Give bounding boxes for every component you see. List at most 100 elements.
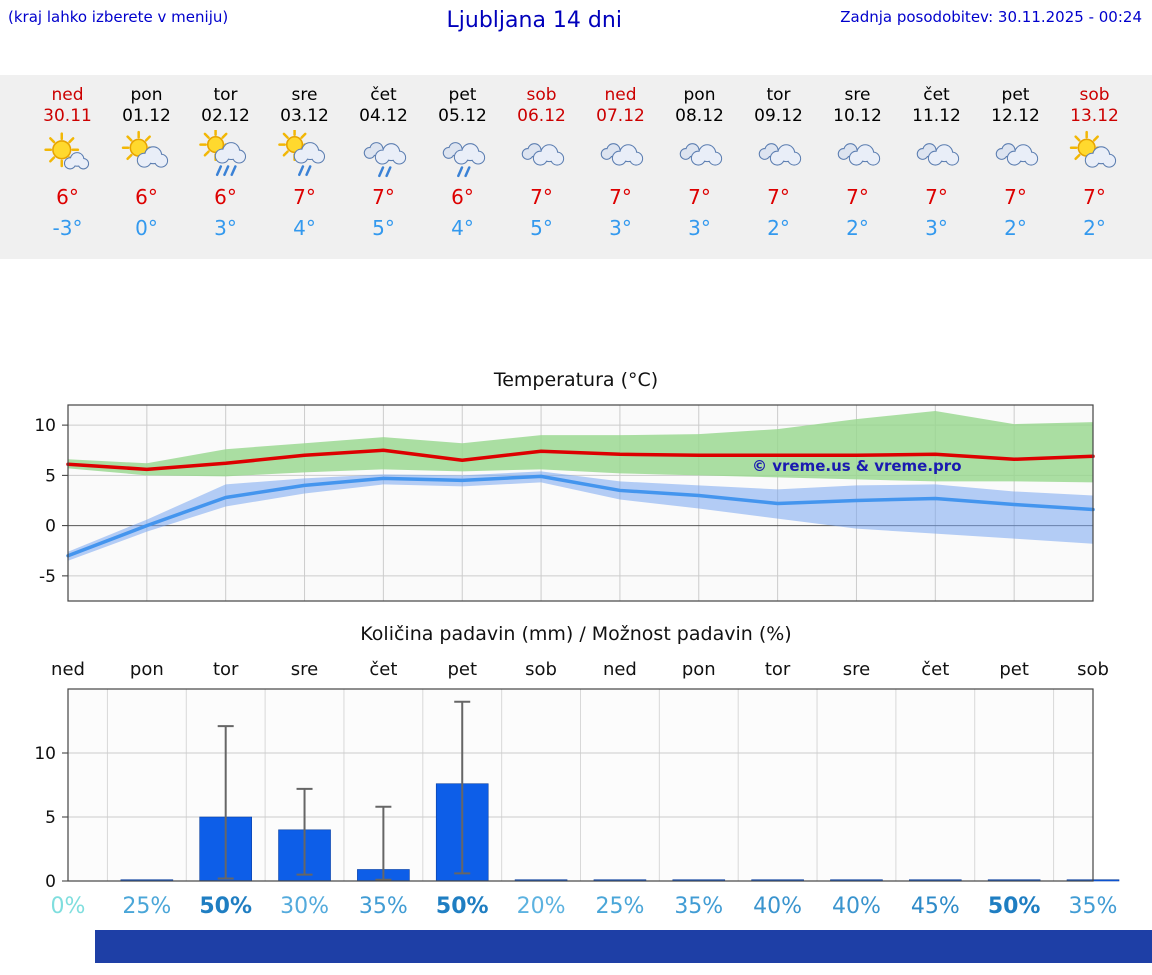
weather-icon-rain xyxy=(363,142,406,178)
page-title: Ljubljana 14 dni xyxy=(446,8,622,33)
day-name: ned xyxy=(51,85,84,105)
day-name: tor xyxy=(213,85,238,105)
temp-min: -3° xyxy=(52,216,83,240)
day-date: 13.12 xyxy=(1070,106,1119,126)
weather-icon-partly-sunny xyxy=(121,130,168,168)
forecast-day: tor 02.12 6° 3° xyxy=(186,85,265,259)
weather-icon-cloudy xyxy=(679,143,722,166)
day-name: pon xyxy=(130,85,163,105)
footer-bar xyxy=(95,930,1152,963)
precip-day-label: tor xyxy=(765,659,791,680)
forecast-day: sob 13.12 7° 2° xyxy=(1055,85,1134,259)
precip-probability: 50% xyxy=(988,894,1041,919)
precip-day-label: sob xyxy=(525,659,557,680)
day-date: 06.12 xyxy=(517,106,566,126)
temp-min: 4° xyxy=(293,216,316,240)
temp-min: 2° xyxy=(1083,216,1106,240)
temp-max: 7° xyxy=(372,185,395,209)
precip-day-label: čet xyxy=(369,659,397,680)
precip-day-label: tor xyxy=(213,659,239,680)
precip-day-label: sre xyxy=(291,659,318,680)
weather-icon-sun-showers xyxy=(198,128,246,177)
day-date: 05.12 xyxy=(438,106,487,126)
temp-max: 7° xyxy=(688,185,711,209)
precip-probability: 30% xyxy=(280,894,329,919)
precip-probability: 20% xyxy=(517,894,566,919)
max-range-band xyxy=(68,411,1093,483)
temp-max: 7° xyxy=(609,185,632,209)
precipitation-chart-block: Količina padavin (mm) / Možnost padavin … xyxy=(0,623,1152,923)
temp-axis-tick: 10 xyxy=(34,416,56,436)
precip-axis-tick: 10 xyxy=(34,744,56,764)
day-name: pon xyxy=(683,85,716,105)
day-date: 12.12 xyxy=(991,106,1040,126)
precip-day-label: čet xyxy=(921,659,949,680)
page-header: (kraj lahko izberete v meniju) Ljubljana… xyxy=(0,0,1152,33)
forecast-day: sob 06.12 7° 5° xyxy=(502,85,581,259)
weather-icon-partly-sunny xyxy=(1069,130,1116,168)
temp-min: 2° xyxy=(1004,216,1027,240)
precip-whisker xyxy=(454,700,471,875)
watermark: © vreme.us & vreme.pro xyxy=(752,457,962,475)
precip-probability: 35% xyxy=(1069,894,1118,919)
temp-max: 7° xyxy=(925,185,948,209)
precip-day-label: ned xyxy=(51,659,85,680)
day-date: 09.12 xyxy=(754,106,803,126)
temp-min: 3° xyxy=(609,216,632,240)
temp-max: 6° xyxy=(135,185,158,209)
weather-icon-rain xyxy=(442,142,485,178)
weather-icon-cloudy xyxy=(837,143,880,166)
forecast-day: pet 05.12 6° 4° xyxy=(423,85,502,259)
temp-max: 7° xyxy=(1004,185,1027,209)
temp-min: 4° xyxy=(451,216,474,240)
forecast-day: ned 30.11 6° -3° xyxy=(28,85,107,259)
temp-max: 7° xyxy=(530,185,553,209)
precip-day-label: ned xyxy=(603,659,637,680)
temperature-chart: -5 0 5 10 © vreme.us & vreme.pro xyxy=(34,404,1095,602)
temp-max: 6° xyxy=(56,185,79,209)
precip-axis-tick: 0 xyxy=(45,872,56,892)
precip-probability: 50% xyxy=(436,894,489,919)
temp-max: 7° xyxy=(767,185,790,209)
day-name: pet xyxy=(448,85,477,105)
weather-icon-cloudy xyxy=(995,143,1038,166)
forecast-day: ned 07.12 7° 3° xyxy=(581,85,660,259)
precip-probability: 35% xyxy=(359,894,408,919)
min-range-band xyxy=(68,471,1093,561)
forecast-day: čet 04.12 7° 5° xyxy=(344,85,423,259)
precip-day-label: pon xyxy=(682,659,716,680)
precip-probability: 40% xyxy=(753,894,802,919)
forecast-day: pon 01.12 6° 0° xyxy=(107,85,186,259)
day-name: sob xyxy=(526,85,557,105)
forecast-day: pon 08.12 7° 3° xyxy=(660,85,739,259)
precip-day-label: sob xyxy=(1077,659,1109,680)
precip-whisker xyxy=(296,787,313,876)
day-date: 07.12 xyxy=(596,106,645,126)
temp-max: 6° xyxy=(451,185,474,209)
precip-day-label: pon xyxy=(130,659,164,680)
weather-icon-sun-light-rain xyxy=(277,128,325,177)
day-name: ned xyxy=(604,85,637,105)
day-date: 04.12 xyxy=(359,106,408,126)
precip-axis-tick: 5 xyxy=(45,808,56,828)
day-name: sre xyxy=(844,85,871,105)
temp-max: 7° xyxy=(846,185,869,209)
precip-whisker xyxy=(375,805,392,881)
precip-day-label: sre xyxy=(843,659,870,680)
temperature-chart-block: Temperatura (°C) -5 0 5 10 © vreme.us & vrem… xyxy=(0,369,1152,609)
precip-chart-title: Količina padavin (mm) / Možnost padavin … xyxy=(360,623,792,645)
forecast-day: čet 11.12 7° 3° xyxy=(897,85,976,259)
temp-min: 5° xyxy=(530,216,553,240)
temp-max: 7° xyxy=(1083,185,1106,209)
day-date: 03.12 xyxy=(280,106,329,126)
day-name: sob xyxy=(1079,85,1110,105)
last-update: Zadnja posodobitev: 30.11.2025 - 00:24 xyxy=(840,8,1142,26)
precip-probability: 50% xyxy=(199,894,252,919)
day-date: 10.12 xyxy=(833,106,882,126)
precipitation-chart: ned pon tor sre čet pet sob ned pon tor sre čet pet s… xyxy=(34,659,1120,919)
menu-note: (kraj lahko izberete v meniju) xyxy=(8,8,229,26)
min-temperature-line xyxy=(66,474,1095,558)
precip-probability: 35% xyxy=(674,894,723,919)
forecast-strip: ned 30.11 6° -3° pon 01.12 6° 0° tor 02.12 6° 3° sre… xyxy=(0,75,1152,259)
